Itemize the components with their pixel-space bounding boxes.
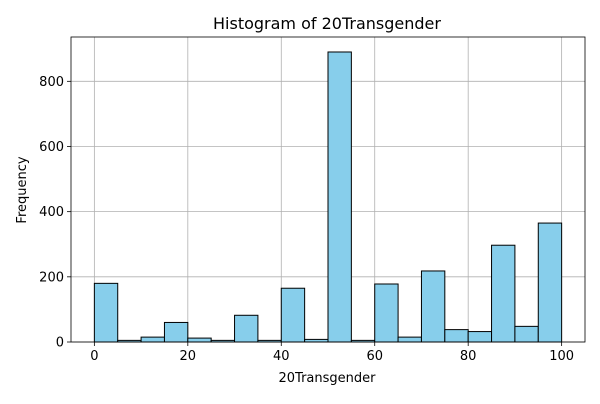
x-tick-label-1: 20 — [180, 349, 197, 364]
histogram-bar-15 — [444, 329, 469, 343]
x-axis-ticks: 0 20 40 60 80 100 — [90, 342, 574, 364]
x-tick-label-0: 0 — [90, 349, 98, 364]
x-axis-label: 20Transgender — [279, 371, 377, 386]
axes-frame — [70, 36, 586, 343]
plot-axes — [70, 36, 586, 343]
histogram-bar-3 — [163, 321, 189, 343]
y-tick-label-0: 0 — [56, 336, 64, 351]
y-axis-ticks: 0 200 400 600 800 — [39, 75, 71, 351]
histogram-bar-19 — [537, 222, 563, 343]
histogram-bar-0 — [93, 282, 119, 343]
y-tick-label-1: 200 — [39, 270, 64, 285]
histogram-bar-10 — [327, 51, 352, 343]
histogram-bar-16 — [467, 331, 493, 343]
x-tick-label-2: 40 — [273, 349, 290, 364]
x-tick-label-5: 100 — [549, 349, 574, 364]
y-axis-label: Frequency — [15, 156, 30, 223]
y-tick-label-4: 800 — [39, 75, 64, 90]
x-tick-label-3: 60 — [366, 349, 383, 364]
histogram-bar-18 — [514, 325, 539, 343]
histogram-bar-13 — [397, 336, 422, 343]
y-tick-label-3: 600 — [39, 140, 64, 155]
y-tick-label-2: 400 — [39, 205, 64, 220]
histogram-bar-4 — [187, 337, 212, 343]
histogram-bar-14 — [420, 270, 446, 343]
chart-title: Histogram of 20Transgender — [213, 14, 441, 33]
histogram-bar-12 — [374, 283, 399, 343]
histogram-bar-8 — [280, 287, 306, 343]
histogram-bar-2 — [140, 336, 165, 343]
histogram-bar-6 — [234, 314, 259, 343]
x-tick-label-4: 80 — [460, 349, 477, 364]
histogram-bar-17 — [491, 244, 516, 343]
